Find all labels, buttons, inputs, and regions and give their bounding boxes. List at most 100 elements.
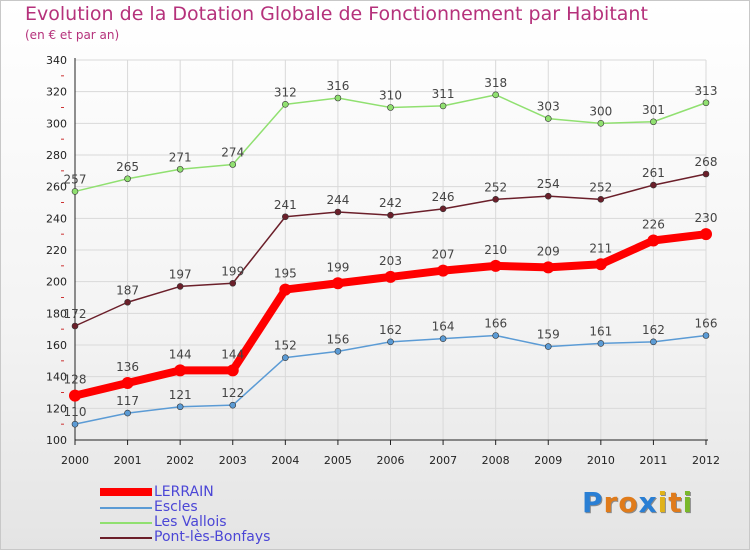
y-tick-label: 340 (46, 54, 67, 67)
data-point (544, 115, 552, 122)
x-tick-label: 2009 (534, 454, 562, 467)
legend-label-lerrain: LERRAIN (154, 484, 214, 500)
data-point (282, 213, 289, 221)
data-label: 128 (64, 373, 87, 387)
data-label: 303 (537, 100, 560, 114)
data-label: 226 (642, 218, 665, 232)
x-tick-label: 2004 (271, 454, 299, 467)
data-point (439, 335, 447, 342)
data-point (384, 270, 397, 283)
data-point (492, 332, 499, 339)
x-tick-label: 2006 (377, 454, 405, 467)
data-point (597, 340, 605, 347)
data-point (124, 298, 131, 306)
logo-letter: r (603, 486, 619, 519)
data-label: 312 (274, 85, 297, 99)
data-label: 162 (642, 323, 665, 337)
data-point (124, 175, 131, 183)
data-point (647, 234, 660, 247)
data-label: 166 (484, 317, 507, 331)
data-label: 164 (432, 320, 455, 334)
data-point (492, 91, 499, 99)
y-tick-label: 300 (46, 117, 67, 130)
data-point (650, 338, 657, 346)
data-label: 274 (221, 146, 244, 160)
data-label: 311 (432, 87, 455, 101)
data-point (597, 196, 605, 203)
data-label: 203 (379, 254, 402, 268)
data-label: 257 (64, 172, 87, 186)
legend-label-les-vallois: Les Vallois (154, 514, 227, 530)
data-label: 197 (169, 267, 192, 281)
data-label: 166 (695, 317, 718, 331)
data-point (282, 101, 289, 108)
data-label: 144 (221, 347, 244, 361)
y-tick-label: 320 (46, 86, 67, 99)
data-label: 254 (537, 177, 560, 191)
data-point (331, 277, 344, 290)
y-tick-label: 280 (46, 149, 67, 162)
logo-letter: P (582, 486, 604, 519)
data-label: 207 (432, 248, 455, 262)
logo-letter: t (668, 486, 683, 519)
legend-swatch-pont-les-bonfays (100, 537, 152, 539)
data-point (439, 102, 447, 110)
chart-subtitle: (en € et par an) (25, 28, 120, 42)
data-label: 310 (379, 89, 402, 103)
legend-swatch-les-vallois (100, 522, 152, 524)
data-point (702, 170, 710, 178)
data-point (174, 364, 187, 377)
data-label: 152 (274, 339, 297, 353)
y-tick-label: 140 (46, 371, 67, 384)
data-label: 261 (642, 166, 665, 180)
data-point (439, 205, 447, 213)
data-label: 242 (379, 196, 402, 210)
logo-letter: x (638, 486, 658, 519)
x-tick-label: 2001 (114, 454, 142, 467)
logo-letter: i (657, 486, 669, 519)
y-tick-label: 160 (46, 339, 67, 352)
data-point (650, 118, 657, 126)
data-label: 252 (589, 180, 612, 194)
data-label: 244 (326, 193, 349, 207)
data-point (700, 228, 712, 241)
x-tick-label: 2003 (219, 454, 247, 467)
data-point (176, 403, 184, 411)
data-label: 161 (589, 324, 612, 338)
data-label: 265 (116, 160, 139, 174)
data-label: 301 (642, 103, 665, 117)
x-tick-label: 2000 (61, 454, 89, 467)
legend-label-escles: Escles (154, 499, 198, 515)
data-label: 316 (326, 79, 349, 93)
data-point (702, 332, 710, 339)
data-point (124, 409, 131, 417)
data-point (334, 94, 342, 102)
data-point (229, 161, 237, 168)
data-point (279, 283, 292, 296)
data-label: 211 (589, 241, 612, 255)
y-tick-label: 100 (46, 434, 67, 447)
x-tick-label: 2005 (324, 454, 352, 467)
x-tick-label: 2007 (429, 454, 457, 467)
y-tick-label: 220 (46, 244, 67, 257)
y-tick-label: 240 (46, 212, 67, 225)
data-label: 156 (326, 332, 349, 346)
data-point (71, 188, 79, 195)
x-tick-label: 2010 (587, 454, 615, 467)
legend-swatch-escles (100, 507, 152, 509)
data-point (387, 104, 394, 111)
x-tick-label: 2008 (482, 454, 510, 467)
legend-swatch-lerrain (100, 488, 152, 496)
data-label: 144 (169, 347, 192, 361)
data-point (387, 338, 394, 346)
data-point (176, 165, 184, 173)
data-point (176, 283, 184, 290)
y-tick-label: 200 (46, 276, 67, 289)
data-point (542, 261, 555, 274)
x-tick-label: 2002 (166, 454, 194, 467)
data-label: 110 (64, 405, 87, 419)
data-point (544, 343, 552, 350)
proxiti-logo: Proxiti (582, 486, 693, 519)
data-point (229, 279, 237, 287)
data-label: 230 (695, 211, 718, 225)
